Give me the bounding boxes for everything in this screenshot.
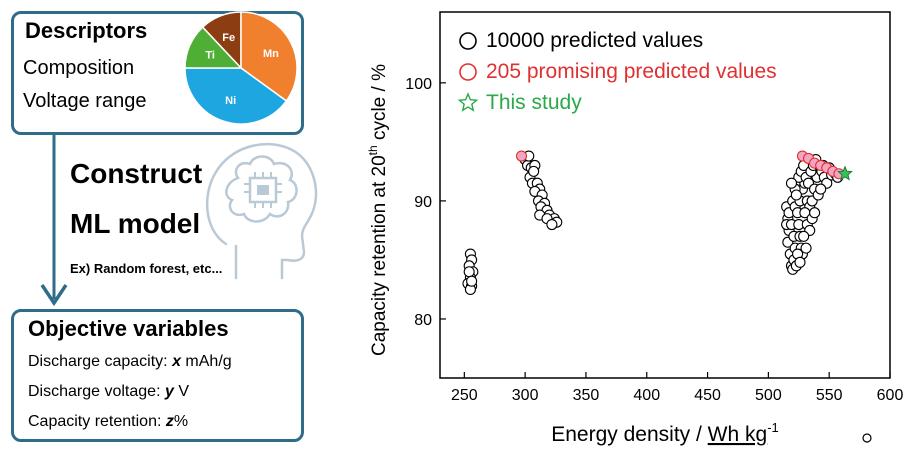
point-predicted — [809, 207, 821, 219]
x-tick-label-250: 250 — [451, 387, 478, 404]
corner-mark-icon — [862, 433, 872, 443]
legend-label-2: This study — [486, 91, 582, 114]
plot-frame — [439, 11, 891, 379]
y-tick-label-80: 80 — [414, 312, 432, 329]
point-predicted — [815, 183, 827, 195]
element-pie-chart: Fe Mn Ni Ti — [184, 11, 298, 125]
objectives-box: Objective variables Discharge capacity: … — [11, 309, 304, 442]
point-predicted — [794, 256, 806, 268]
ml-model-label: ML model — [70, 208, 201, 239]
x-tick-label-550: 550 — [816, 387, 843, 404]
objective-row-capacity: Discharge capacity: x mAh/g — [28, 353, 232, 370]
x-tick-label-350: 350 — [573, 387, 600, 404]
point-promising — [515, 150, 528, 162]
point-predicted — [466, 275, 478, 287]
model-example: Ex) Random forest, etc... — [70, 261, 223, 276]
pie-slice-ti — [184, 26, 243, 69]
point-predicted — [798, 230, 810, 242]
legend-label-1: 205 promising predicted values — [486, 60, 777, 83]
objective-row-voltage: Discharge voltage: y V — [28, 383, 189, 400]
legend-marker-2 — [457, 92, 479, 112]
x-tick-label-450: 450 — [694, 387, 721, 404]
pie-label-ti: Ti — [205, 50, 215, 62]
x-tick-label-500: 500 — [755, 387, 782, 404]
y-axis-label: Capacity retention at 20th cycle / % — [366, 64, 390, 356]
flow-arrow — [40, 135, 68, 307]
objective-row-retention: Capacity retention: z% — [28, 413, 189, 430]
legend-label-0: 10000 predicted values — [486, 29, 703, 52]
x-axis-label: Energy density / Wh kg-1 — [551, 420, 779, 446]
legend-marker-0 — [459, 32, 477, 50]
descriptors-title: Descriptors — [25, 18, 148, 43]
point-predicted — [785, 177, 798, 189]
x-tick-label-400: 400 — [633, 387, 660, 404]
point-predicted — [463, 266, 475, 278]
point-predicted — [790, 189, 802, 201]
y-tick-label-90: 90 — [414, 194, 432, 211]
pie-label-mn: Mn — [263, 48, 279, 60]
point-this-study — [837, 165, 853, 181]
pie-slice-mn — [240, 11, 298, 102]
point-predicted — [528, 165, 540, 177]
legend-marker-1 — [459, 63, 477, 81]
point-predicted — [546, 218, 558, 231]
flow-arrow-head — [40, 284, 68, 307]
construct-label: Construct — [70, 158, 203, 189]
pie-label-ni: Ni — [225, 95, 236, 107]
brain-chip-icon — [205, 142, 318, 280]
descriptor-voltage-range: Voltage range — [23, 90, 147, 112]
objectives-title: Objective variables — [28, 316, 229, 341]
point-predicted — [800, 242, 812, 254]
pie-label-fe: Fe — [222, 32, 235, 44]
x-tick-label-600: 600 — [877, 387, 904, 404]
pie-slice-ni — [184, 67, 288, 125]
x-tick-label-300: 300 — [512, 387, 539, 404]
y-tick-label-100: 100 — [405, 76, 432, 93]
descriptor-composition: Composition — [23, 57, 135, 79]
